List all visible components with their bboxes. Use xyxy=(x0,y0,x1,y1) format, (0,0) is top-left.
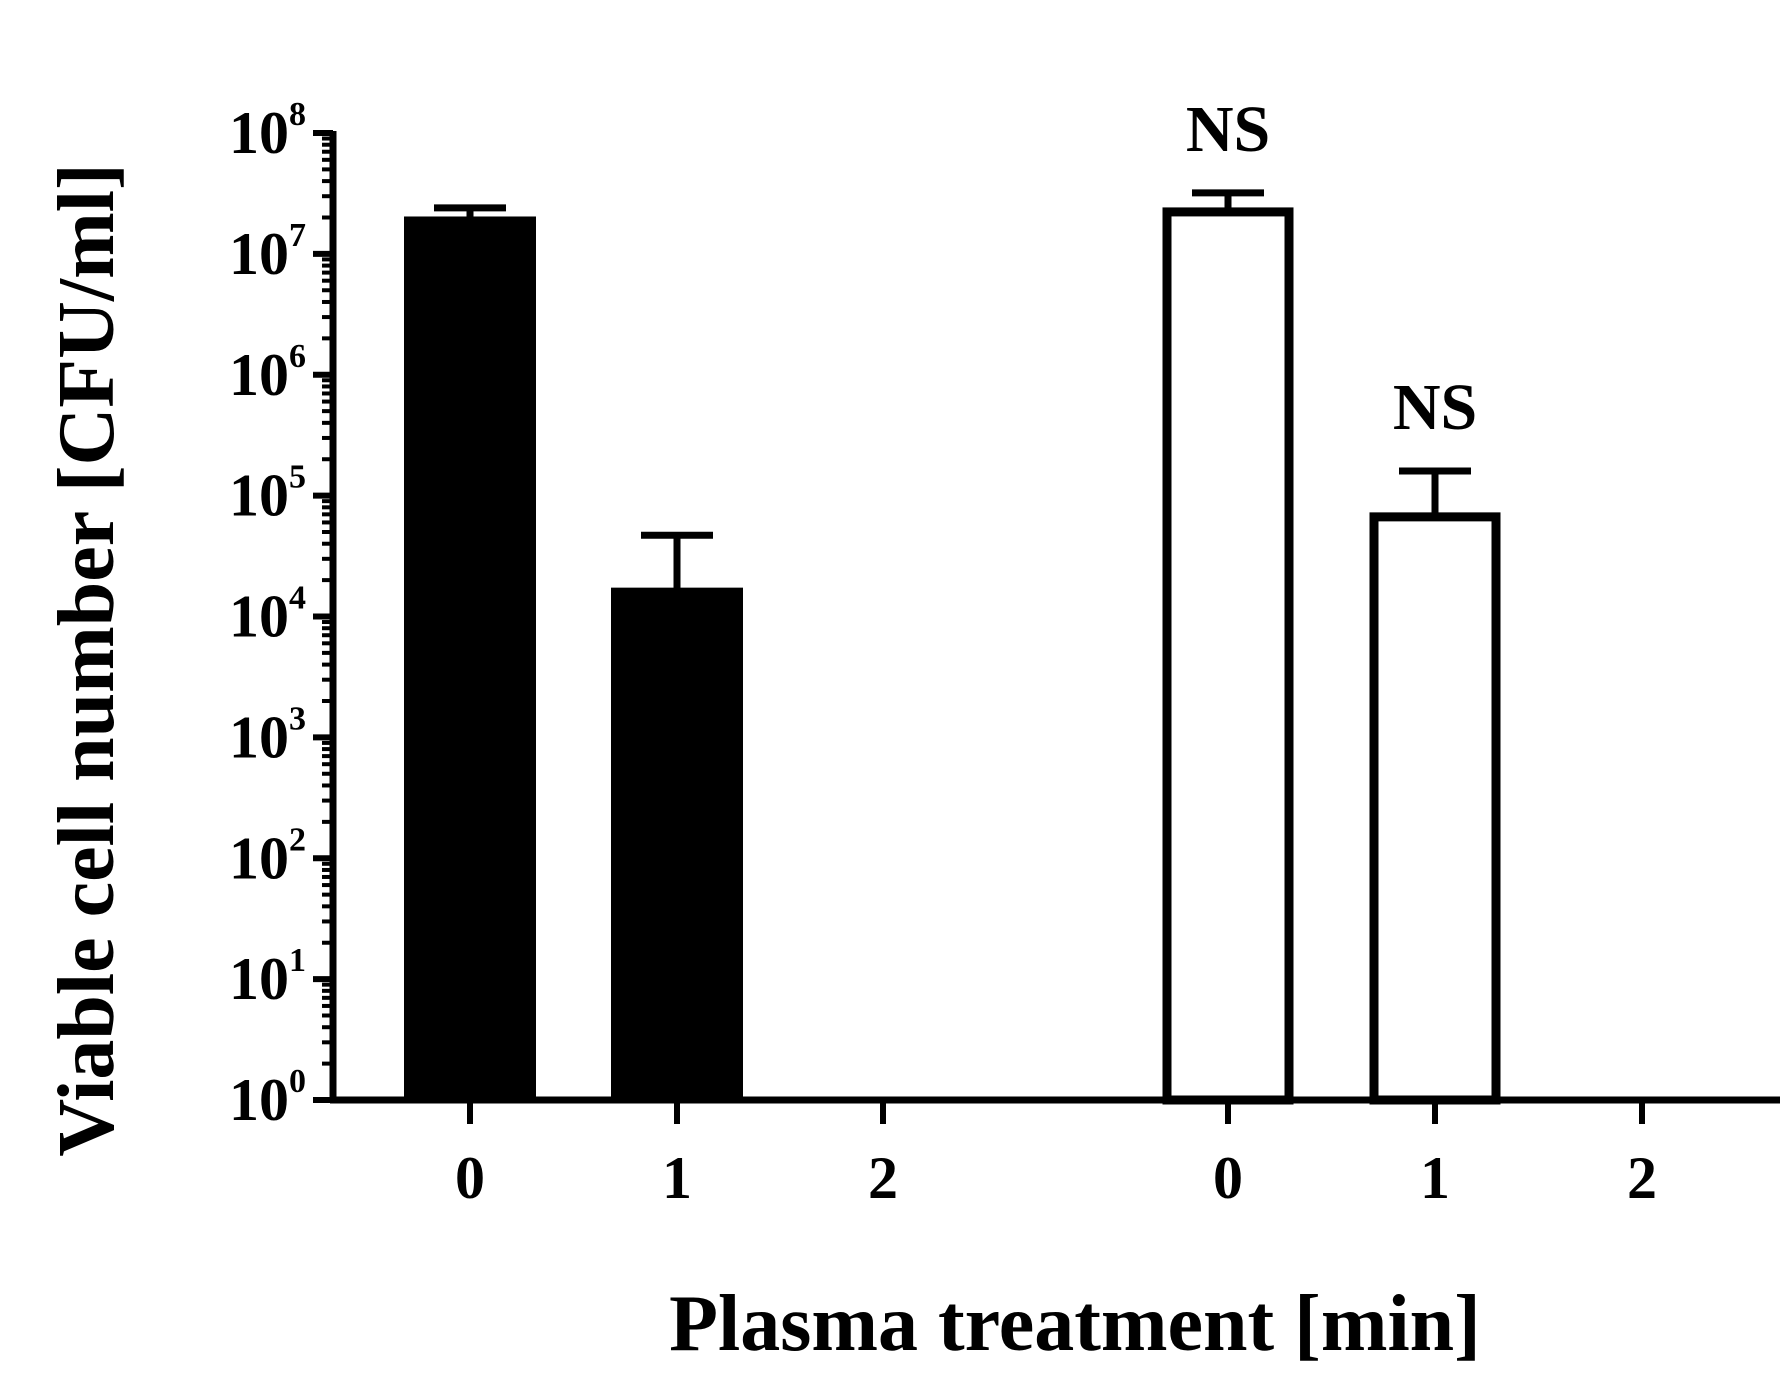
y-tick-label: 101 xyxy=(229,942,306,1012)
y-tick-label: 102 xyxy=(229,821,306,891)
tick-labels: 100 101 102 103 104 105 106 107 108 0 1 2 0 NS 1 NS 2 xyxy=(229,93,1657,1211)
y-tick-label: 105 xyxy=(229,459,306,529)
x-tick-label: 0 xyxy=(1213,1145,1243,1211)
y-tick-label: 103 xyxy=(229,700,306,770)
y-tick-label: 100 xyxy=(229,1063,306,1133)
bar xyxy=(404,216,536,1102)
bars xyxy=(404,189,1501,1105)
y-tick-label: 108 xyxy=(229,96,306,166)
significance-label: NS xyxy=(1393,371,1477,444)
x-tick-label: 2 xyxy=(1627,1145,1657,1211)
axes xyxy=(313,130,1780,1124)
bar xyxy=(1369,512,1501,1105)
x-tick-label: 0 xyxy=(455,1145,485,1211)
y-axis-title: Viable cell number [CFU/ml] xyxy=(43,163,131,1156)
significance-label: NS xyxy=(1186,93,1270,166)
x-tick-label: 1 xyxy=(662,1145,692,1211)
bar xyxy=(1162,207,1294,1105)
x-tick-label: 2 xyxy=(868,1145,898,1211)
x-axis-title: Plasma treatment [min] xyxy=(669,1280,1481,1368)
x-tick-label: 1 xyxy=(1420,1145,1450,1211)
y-tick-label: 107 xyxy=(229,217,306,287)
bar xyxy=(611,587,743,1101)
y-tick-label: 106 xyxy=(229,338,306,408)
y-tick-label: 104 xyxy=(229,580,306,650)
